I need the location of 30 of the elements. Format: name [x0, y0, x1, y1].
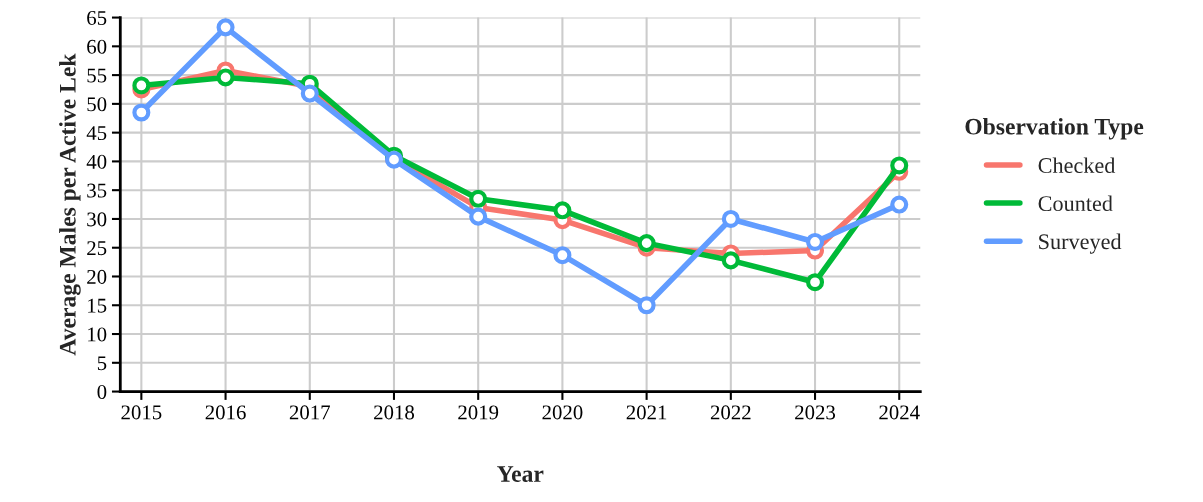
- y-tick-label: 35: [87, 183, 107, 198]
- y-tick-label: 40: [86, 154, 107, 169]
- y-tick-label: 10: [88, 327, 107, 342]
- legend-label: Counted: [1038, 195, 1113, 212]
- y-tick-label: 5: [97, 356, 107, 371]
- y-tick-label: 15: [88, 298, 107, 313]
- x-tick-label: 2015: [121, 405, 162, 420]
- y-tick-label: 30: [87, 212, 107, 227]
- x-tick-label: 2016: [205, 405, 246, 420]
- y-tick-label: 55: [87, 68, 107, 83]
- y-tick-label: 20: [87, 269, 107, 284]
- y-tick-label: 65: [87, 11, 107, 25]
- legend-label: Checked: [1038, 157, 1116, 174]
- x-tick-label: 2022: [710, 405, 751, 420]
- y-tick-label: 0: [97, 384, 107, 399]
- x-tick-label: 2021: [626, 405, 667, 420]
- x-tick-label: 2019: [458, 405, 499, 420]
- x-axis-title: Year: [497, 466, 544, 482]
- y-tick-label: 60: [87, 39, 107, 54]
- x-tick-label: 2024: [879, 405, 920, 420]
- x-tick-label: 2020: [542, 405, 583, 420]
- legend-label: Surveyed: [1039, 233, 1122, 254]
- x-tick-label: 2017: [289, 405, 331, 420]
- y-tick-label: 50: [87, 97, 107, 112]
- y-tick-label: 25: [87, 241, 107, 256]
- legend-title: Observation Type: [965, 118, 1144, 140]
- x-tick-label: 2018: [374, 405, 415, 420]
- x-tick-label: 2023: [795, 405, 836, 420]
- y-tick-label: 45: [86, 126, 107, 141]
- y-axis-title: Average Males per Active Lek: [59, 53, 81, 356]
